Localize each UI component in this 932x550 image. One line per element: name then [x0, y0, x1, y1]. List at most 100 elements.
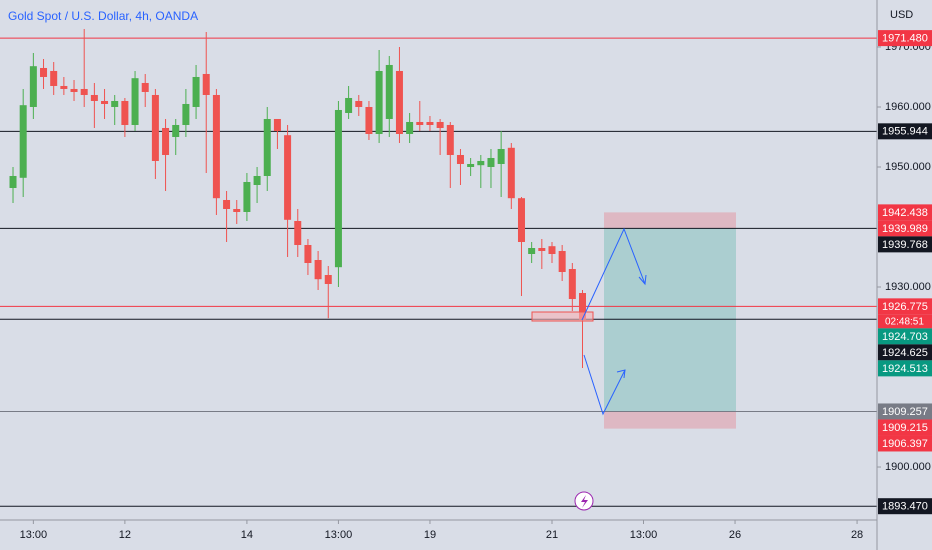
arrow-up-path [581, 227, 646, 321]
y-tick-label: 1900.000 [885, 461, 931, 473]
candle-body [385, 64, 393, 119]
candle-body [304, 244, 312, 264]
candle-body [426, 121, 434, 125]
price-label: 1906.397 [882, 438, 928, 450]
candle-body [467, 163, 475, 167]
candle-body [182, 103, 190, 125]
lower-zone [604, 411, 736, 429]
candle-body [517, 198, 525, 242]
candle-body [294, 220, 302, 245]
price-label-box [878, 403, 932, 420]
countdown-box [878, 314, 932, 329]
position-tool [604, 212, 736, 429]
candle-body [273, 118, 281, 131]
price-label: 1909.215 [882, 422, 928, 434]
stop-zone [604, 212, 736, 229]
candle-body [345, 97, 353, 113]
price-label-box [878, 298, 932, 315]
price-label-box [878, 328, 932, 345]
highlight-zone [531, 311, 594, 322]
candles [9, 28, 586, 369]
candle-body [60, 85, 68, 89]
candle-body [568, 269, 576, 300]
x-tick-label: 13:00 [630, 529, 658, 541]
candle-body [101, 100, 109, 104]
price-label: 1955.944 [882, 126, 928, 138]
target-zone [604, 228, 736, 412]
candle-body [90, 94, 98, 101]
candle-body [29, 66, 37, 107]
candle-body [19, 105, 27, 178]
price-label: 1971.480 [882, 33, 928, 45]
y-tick-label: 1960.000 [885, 101, 931, 113]
x-tick-label: 19 [424, 529, 436, 541]
candle-body [253, 175, 261, 185]
price-label-box [878, 498, 932, 515]
candle-body [528, 247, 536, 254]
x-tick-label: 26 [729, 529, 741, 541]
candle-body [416, 121, 424, 125]
candle-body [446, 124, 454, 155]
price-label: 1942.438 [882, 207, 928, 219]
projection-arrows [581, 227, 647, 416]
y-tick-label: 1950.000 [885, 161, 931, 173]
price-label: 1924.703 [882, 331, 928, 343]
x-tick-label: 13:00 [20, 529, 48, 541]
price-label: 1926.775 [882, 301, 928, 313]
candle-body [233, 208, 241, 212]
candle-body [131, 78, 139, 125]
price-label-box [878, 236, 932, 253]
candle-body [395, 70, 403, 134]
price-label-box [878, 30, 932, 47]
price-label-box [878, 360, 932, 377]
candle-body [223, 199, 231, 209]
candle-body [375, 70, 383, 134]
candle-body [172, 124, 180, 137]
arrow-down-path [583, 354, 626, 416]
candle-body [243, 181, 251, 212]
price-label-box [878, 220, 932, 237]
candle-body [436, 121, 444, 128]
price-label: 1939.768 [882, 239, 928, 251]
x-tick-label: 28 [851, 529, 863, 541]
event-icon-bolt [581, 495, 588, 508]
candle-body [141, 82, 149, 92]
x-tick-label: 21 [546, 529, 558, 541]
candle-body [487, 157, 495, 167]
candle-body [50, 70, 58, 86]
price-label: 1909.257 [882, 406, 928, 418]
arrow-head [638, 274, 647, 286]
x-tick-label: 12 [119, 529, 131, 541]
price-axis [877, 0, 932, 550]
candle-body [497, 148, 505, 164]
candle-body [548, 246, 556, 254]
price-label-box [878, 123, 932, 140]
price-label-box [878, 344, 932, 361]
price-label: 1893.470 [882, 501, 928, 513]
price-label-box [878, 419, 932, 436]
candle-body [192, 76, 200, 107]
candle-body [456, 154, 464, 164]
arrow-head [616, 369, 626, 379]
price-label-box [878, 435, 932, 452]
currency: USD [890, 9, 913, 21]
axis-labels: 1970.0001960.0001950.0001930.0001900.000… [20, 30, 932, 541]
candle-body [70, 88, 78, 92]
price-label: 1924.625 [882, 347, 928, 359]
levels [0, 37, 877, 507]
candle-body [578, 293, 586, 320]
chart-title: Gold Spot / U.S. Dollar, 4h, OANDA [8, 9, 198, 23]
candle-body [40, 67, 48, 77]
candle-body [111, 100, 119, 107]
candle-body [365, 106, 373, 134]
candle-body [263, 118, 271, 176]
candle-body [334, 109, 342, 268]
price-label-box [878, 204, 932, 221]
candle-body [324, 275, 332, 285]
candle-body [151, 94, 159, 161]
y-tick-label: 1930.000 [885, 281, 931, 293]
candle-body [314, 260, 322, 280]
candle-body [538, 247, 546, 251]
candle-body [202, 73, 210, 95]
